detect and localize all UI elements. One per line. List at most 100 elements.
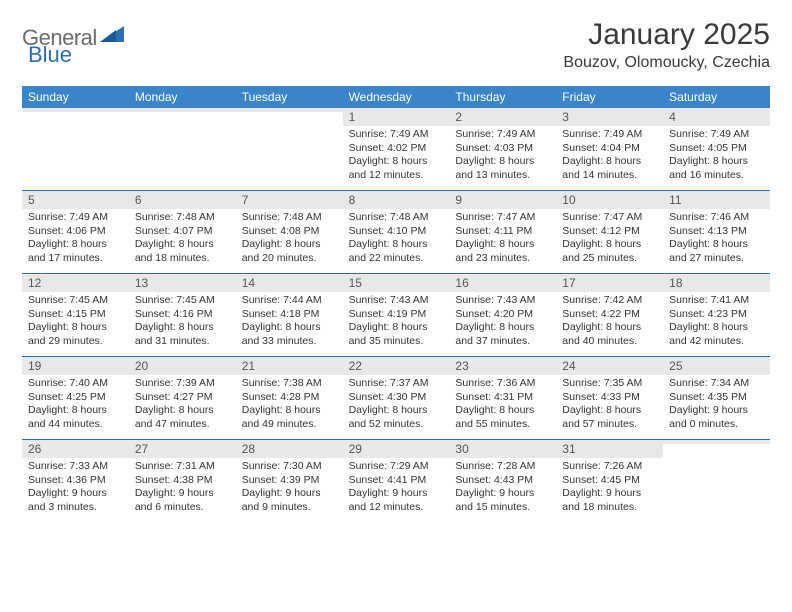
day-details: Sunrise: 7:33 AMSunset: 4:36 PMDaylight:…: [22, 458, 129, 519]
calendar-day: 18Sunrise: 7:41 AMSunset: 4:23 PMDayligh…: [663, 274, 770, 356]
sunset-line: Sunset: 4:19 PM: [349, 308, 444, 322]
sunrise-line: Sunrise: 7:47 AM: [562, 211, 657, 225]
day-number: 31: [556, 440, 663, 458]
sunrise-line: Sunrise: 7:41 AM: [669, 294, 764, 308]
calendar-day: [236, 108, 343, 190]
calendar-week: 5Sunrise: 7:49 AMSunset: 4:06 PMDaylight…: [22, 191, 770, 274]
daylight-line: Daylight: 8 hours and 35 minutes.: [349, 321, 444, 348]
day-details: Sunrise: 7:49 AMSunset: 4:02 PMDaylight:…: [343, 126, 450, 187]
sunrise-line: Sunrise: 7:48 AM: [349, 211, 444, 225]
calendar-day: 7Sunrise: 7:48 AMSunset: 4:08 PMDaylight…: [236, 191, 343, 273]
calendar-day: 10Sunrise: 7:47 AMSunset: 4:12 PMDayligh…: [556, 191, 663, 273]
day-details: Sunrise: 7:49 AMSunset: 4:05 PMDaylight:…: [663, 126, 770, 187]
day-details: [22, 112, 129, 118]
weekday-header: Monday: [129, 86, 236, 108]
daylight-line: Daylight: 8 hours and 47 minutes.: [135, 404, 230, 431]
day-number: 15: [343, 274, 450, 292]
day-details: Sunrise: 7:34 AMSunset: 4:35 PMDaylight:…: [663, 375, 770, 436]
day-details: Sunrise: 7:38 AMSunset: 4:28 PMDaylight:…: [236, 375, 343, 436]
sunset-line: Sunset: 4:20 PM: [455, 308, 550, 322]
day-number: 7: [236, 191, 343, 209]
daylight-line: Daylight: 9 hours and 12 minutes.: [349, 487, 444, 514]
sunset-line: Sunset: 4:13 PM: [669, 225, 764, 239]
day-details: Sunrise: 7:30 AMSunset: 4:39 PMDaylight:…: [236, 458, 343, 519]
day-number: 1: [343, 108, 450, 126]
sunset-line: Sunset: 4:35 PM: [669, 391, 764, 405]
sunrise-line: Sunrise: 7:49 AM: [349, 128, 444, 142]
daylight-line: Daylight: 8 hours and 18 minutes.: [135, 238, 230, 265]
daylight-line: Daylight: 8 hours and 23 minutes.: [455, 238, 550, 265]
day-details: [129, 112, 236, 118]
sunrise-line: Sunrise: 7:26 AM: [562, 460, 657, 474]
day-details: Sunrise: 7:49 AMSunset: 4:06 PMDaylight:…: [22, 209, 129, 270]
daylight-line: Daylight: 8 hours and 49 minutes.: [242, 404, 337, 431]
daylight-line: Daylight: 8 hours and 33 minutes.: [242, 321, 337, 348]
day-details: Sunrise: 7:43 AMSunset: 4:19 PMDaylight:…: [343, 292, 450, 353]
sunrise-line: Sunrise: 7:49 AM: [562, 128, 657, 142]
calendar-day: 14Sunrise: 7:44 AMSunset: 4:18 PMDayligh…: [236, 274, 343, 356]
sunset-line: Sunset: 4:11 PM: [455, 225, 550, 239]
sunset-line: Sunset: 4:15 PM: [28, 308, 123, 322]
weekday-header: Friday: [556, 86, 663, 108]
day-number: 16: [449, 274, 556, 292]
sunset-line: Sunset: 4:05 PM: [669, 142, 764, 156]
daylight-line: Daylight: 8 hours and 20 minutes.: [242, 238, 337, 265]
sunset-line: Sunset: 4:45 PM: [562, 474, 657, 488]
calendar-day: 22Sunrise: 7:37 AMSunset: 4:30 PMDayligh…: [343, 357, 450, 439]
sunset-line: Sunset: 4:22 PM: [562, 308, 657, 322]
day-number: 27: [129, 440, 236, 458]
day-number: 22: [343, 357, 450, 375]
daylight-line: Daylight: 9 hours and 9 minutes.: [242, 487, 337, 514]
day-details: Sunrise: 7:48 AMSunset: 4:07 PMDaylight:…: [129, 209, 236, 270]
day-details: Sunrise: 7:46 AMSunset: 4:13 PMDaylight:…: [663, 209, 770, 270]
sunrise-line: Sunrise: 7:48 AM: [242, 211, 337, 225]
daylight-line: Daylight: 8 hours and 44 minutes.: [28, 404, 123, 431]
calendar-day: [129, 108, 236, 190]
sunrise-line: Sunrise: 7:49 AM: [669, 128, 764, 142]
location: Bouzov, Olomoucky, Czechia: [563, 54, 770, 72]
calendar-day: 23Sunrise: 7:36 AMSunset: 4:31 PMDayligh…: [449, 357, 556, 439]
sunrise-line: Sunrise: 7:38 AM: [242, 377, 337, 391]
day-details: Sunrise: 7:35 AMSunset: 4:33 PMDaylight:…: [556, 375, 663, 436]
calendar-day: 1Sunrise: 7:49 AMSunset: 4:02 PMDaylight…: [343, 108, 450, 190]
sunrise-line: Sunrise: 7:40 AM: [28, 377, 123, 391]
calendar-day: 28Sunrise: 7:30 AMSunset: 4:39 PMDayligh…: [236, 440, 343, 522]
sunset-line: Sunset: 4:07 PM: [135, 225, 230, 239]
title-block: January 2025 Bouzov, Olomoucky, Czechia: [563, 18, 770, 72]
sunrise-line: Sunrise: 7:36 AM: [455, 377, 550, 391]
day-number: 13: [129, 274, 236, 292]
day-number: 2: [449, 108, 556, 126]
sunrise-line: Sunrise: 7:48 AM: [135, 211, 230, 225]
calendar-header-row: SundayMondayTuesdayWednesdayThursdayFrid…: [22, 86, 770, 108]
daylight-line: Daylight: 8 hours and 37 minutes.: [455, 321, 550, 348]
day-number: 6: [129, 191, 236, 209]
day-number: 4: [663, 108, 770, 126]
day-details: Sunrise: 7:48 AMSunset: 4:10 PMDaylight:…: [343, 209, 450, 270]
day-details: Sunrise: 7:43 AMSunset: 4:20 PMDaylight:…: [449, 292, 556, 353]
sunrise-line: Sunrise: 7:31 AM: [135, 460, 230, 474]
day-number: 5: [22, 191, 129, 209]
calendar-day: 9Sunrise: 7:47 AMSunset: 4:11 PMDaylight…: [449, 191, 556, 273]
calendar-day: 11Sunrise: 7:46 AMSunset: 4:13 PMDayligh…: [663, 191, 770, 273]
sunset-line: Sunset: 4:25 PM: [28, 391, 123, 405]
sunrise-line: Sunrise: 7:39 AM: [135, 377, 230, 391]
day-number: 17: [556, 274, 663, 292]
day-details: [236, 112, 343, 118]
calendar-day: 24Sunrise: 7:35 AMSunset: 4:33 PMDayligh…: [556, 357, 663, 439]
day-number: 29: [343, 440, 450, 458]
daylight-line: Daylight: 8 hours and 25 minutes.: [562, 238, 657, 265]
calendar: SundayMondayTuesdayWednesdayThursdayFrid…: [22, 86, 770, 522]
weekday-header: Wednesday: [343, 86, 450, 108]
sunset-line: Sunset: 4:23 PM: [669, 308, 764, 322]
day-details: Sunrise: 7:48 AMSunset: 4:08 PMDaylight:…: [236, 209, 343, 270]
day-number: 14: [236, 274, 343, 292]
sunset-line: Sunset: 4:04 PM: [562, 142, 657, 156]
sunset-line: Sunset: 4:06 PM: [28, 225, 123, 239]
daylight-line: Daylight: 8 hours and 55 minutes.: [455, 404, 550, 431]
calendar-week: 1Sunrise: 7:49 AMSunset: 4:02 PMDaylight…: [22, 108, 770, 191]
daylight-line: Daylight: 9 hours and 3 minutes.: [28, 487, 123, 514]
daylight-line: Daylight: 9 hours and 15 minutes.: [455, 487, 550, 514]
calendar-day: [663, 440, 770, 522]
sunrise-line: Sunrise: 7:33 AM: [28, 460, 123, 474]
day-details: Sunrise: 7:28 AMSunset: 4:43 PMDaylight:…: [449, 458, 556, 519]
